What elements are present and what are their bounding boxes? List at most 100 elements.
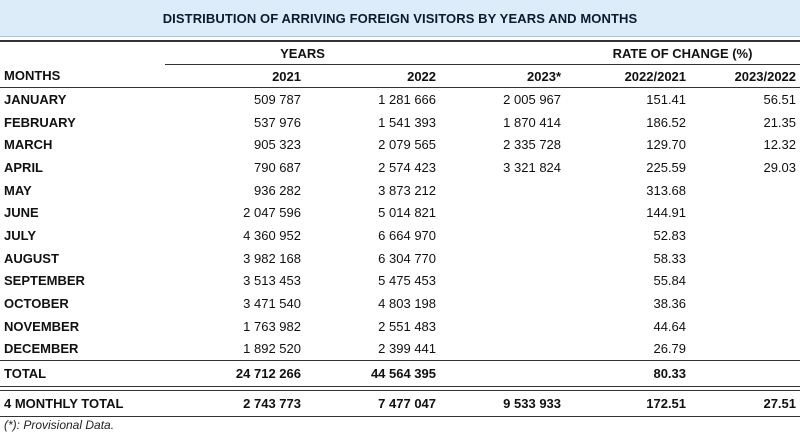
column-header-2022: 2022	[305, 64, 441, 88]
value-cell: 1 281 666	[378, 91, 437, 107]
four-monthly-value: 172.51	[565, 390, 691, 418]
value-cell: 21.35	[763, 114, 797, 130]
value-cell: 5 014 821	[378, 205, 437, 221]
value-cell: 6 664 970	[378, 227, 437, 243]
table-row: APRIL 790 687 2 574 423 3 321 824 225.59 29.0…	[0, 156, 800, 179]
four-monthly-value: 27.51	[690, 390, 800, 418]
four-monthly-total-row: 4 MONTHLY TOTAL 2 743 773 7 477 047 9 533 9…	[0, 390, 800, 418]
footnote: (*): Provisional Data.	[4, 418, 115, 432]
value-cell: 2 047 596	[243, 205, 301, 221]
total-label: TOTAL	[0, 360, 165, 388]
four-monthly-label: 4 MONTHLY TOTAL	[0, 390, 165, 418]
month-cell: FEBRUARY	[4, 114, 76, 130]
value-cell: 52.83	[653, 227, 687, 243]
value-cell	[690, 179, 800, 202]
value-cell	[690, 270, 800, 293]
value-cell: 3 873 212	[378, 182, 437, 198]
value-cell: 537 976	[254, 114, 301, 130]
value-cell: 6 304 770	[378, 250, 437, 266]
value-cell: 3 982 168	[243, 250, 301, 266]
value-cell	[440, 292, 565, 315]
value-cell: 2 551 483	[378, 318, 437, 334]
month-cell: AUGUST	[4, 250, 59, 266]
table-row: DECEMBER 1 892 520 2 399 441 26.79	[0, 338, 800, 361]
value-cell	[440, 201, 565, 224]
group-header-row: YEARS RATE OF CHANGE (%)	[0, 40, 800, 65]
years-group-header: YEARS	[165, 40, 441, 65]
month-cell: OCTOBER	[4, 296, 69, 312]
value-cell: 1 892 520	[243, 341, 301, 357]
value-cell: 5 475 453	[378, 273, 437, 289]
value-cell	[690, 247, 800, 270]
value-cell: 313.68	[646, 182, 687, 198]
month-cell: APRIL	[4, 159, 43, 175]
value-cell: 3 321 824	[503, 159, 562, 175]
value-cell	[690, 338, 800, 361]
total-value: 44 564 395	[305, 360, 441, 388]
value-cell: 936 282	[254, 182, 301, 198]
months-column-header: MONTHS	[0, 64, 165, 88]
value-cell	[440, 247, 565, 270]
total-value: 24 712 266	[165, 360, 305, 388]
month-cell: SEPTEMBER	[4, 273, 85, 289]
four-monthly-value: 9 533 933	[440, 390, 566, 418]
table-title: DISTRIBUTION OF ARRIVING FOREIGN VISITOR…	[0, 0, 800, 37]
month-cell: JANUARY	[4, 91, 67, 107]
value-cell: 4 803 198	[378, 296, 437, 312]
value-cell: 55.84	[653, 273, 687, 289]
four-monthly-value: 7 477 047	[305, 390, 441, 418]
column-header-rate-22-21: 2022/2021	[565, 64, 691, 88]
value-cell: 1 870 414	[503, 114, 562, 130]
value-cell	[690, 224, 800, 247]
month-cell: MARCH	[4, 137, 53, 153]
value-cell	[440, 179, 565, 202]
month-cell: JULY	[4, 227, 37, 243]
value-cell: 2 335 728	[503, 137, 562, 153]
value-cell: 3 471 540	[243, 296, 301, 312]
month-cell: NOVEMBER	[4, 318, 80, 334]
value-cell: 151.41	[646, 91, 687, 107]
value-cell: 2 079 565	[378, 137, 437, 153]
month-cell: JUNE	[4, 205, 39, 221]
value-cell: 144.91	[646, 205, 687, 221]
value-cell	[690, 292, 800, 315]
value-cell: 2 574 423	[378, 159, 437, 175]
table-row: SEPTEMBER 3 513 453 5 475 453 55.84	[0, 270, 800, 293]
value-cell: 3 513 453	[243, 273, 301, 289]
table-row: MAY 936 282 3 873 212 313.68	[0, 179, 800, 202]
value-cell	[440, 224, 565, 247]
value-cell: 1 763 982	[243, 318, 301, 334]
four-monthly-value: 2 743 773	[165, 390, 305, 418]
column-header-2023: 2023*	[440, 64, 566, 88]
table-row: OCTOBER 3 471 540 4 803 198 38.36	[0, 292, 800, 315]
column-header-row: MONTHS 2021 2022 2023* 2022/2021 2023/20…	[0, 64, 800, 88]
value-cell: 58.33	[653, 250, 687, 266]
table-row: JUNE 2 047 596 5 014 821 144.91	[0, 201, 800, 224]
total-value: 80.33	[565, 360, 691, 388]
table-row: NOVEMBER 1 763 982 2 551 483 44.64	[0, 315, 800, 338]
table-row: AUGUST 3 982 168 6 304 770 58.33	[0, 247, 800, 270]
column-header-2021: 2021	[165, 64, 305, 88]
table-row: JANUARY 509 787 1 281 666 2 005 967 151.41 56…	[0, 88, 800, 111]
value-cell: 905 323	[254, 137, 301, 153]
table-row: MARCH 905 323 2 079 565 2 335 728 129.70 12.3…	[0, 133, 800, 156]
total-value	[440, 360, 566, 388]
value-cell: 44.64	[653, 318, 687, 334]
value-cell: 2 005 967	[503, 91, 562, 107]
value-cell: 29.03	[763, 159, 797, 175]
value-cell: 509 787	[254, 91, 301, 107]
value-cell: 225.59	[646, 159, 687, 175]
visitors-table: YEARS RATE OF CHANGE (%) MONTHS 2021 202…	[0, 40, 800, 418]
value-cell: 26.79	[653, 341, 687, 357]
value-cell: 12.32	[763, 137, 797, 153]
value-cell	[690, 315, 800, 338]
total-row: TOTAL 24 712 266 44 564 395 80.33	[0, 360, 800, 388]
value-cell: 186.52	[646, 114, 687, 130]
value-cell: 1 541 393	[378, 114, 437, 130]
value-cell: 129.70	[646, 137, 687, 153]
table-row: FEBRUARY 537 976 1 541 393 1 870 414 186.52 2…	[0, 111, 800, 134]
month-cell: MAY	[4, 182, 32, 198]
value-cell	[440, 315, 565, 338]
rate-group-header: RATE OF CHANGE (%)	[565, 40, 800, 65]
column-header-rate-23-22: 2023/2022	[690, 64, 800, 88]
